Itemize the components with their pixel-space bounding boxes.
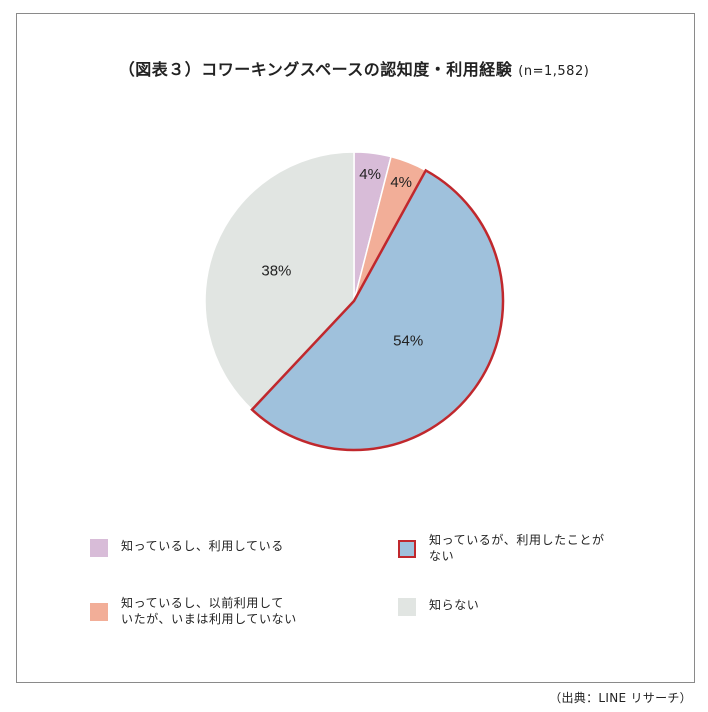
legend-label-using: 知っているし、利用している: [121, 539, 284, 553]
legend-label-known-not-used: 知っているが、利用したことが ない: [429, 533, 605, 563]
chart-frame: [16, 13, 695, 683]
legend-item-unknown: 知らない: [398, 597, 479, 616]
pie-slices: [204, 151, 505, 452]
legend-label-used-before: 知っているし、以前利用して いたが、いまは利用していない: [121, 596, 297, 626]
source-note: （出典：LINE リサーチ）: [549, 691, 692, 705]
pie-value-label-1: 4%: [390, 174, 412, 191]
legend-label-unknown: 知らない: [429, 598, 480, 612]
legend-swatch-known-not-used: [398, 540, 416, 558]
pie-slice-3: [204, 151, 355, 411]
pie-value-label-2: 54%: [393, 332, 423, 349]
pie-value-labels: 4% 4% 54% 38%: [261, 166, 423, 350]
pie-value-label-3: 38%: [261, 262, 291, 279]
chart-title-text: （図表３）コワーキングスペースの認知度・利用経験: [118, 60, 513, 79]
highlight-outline: [250, 168, 505, 452]
legend-item-used-before: 知っているし、以前利用して いたが、いまは利用していない: [90, 595, 297, 627]
legend-swatch-using: [90, 539, 108, 557]
pie-value-label-0: 4%: [359, 166, 381, 183]
sample-size: (n=1,582): [518, 64, 590, 79]
legend-swatch-used-before: [90, 603, 108, 621]
legend-item-using: 知っているし、利用している: [90, 538, 284, 557]
legend-item-known-not-used: 知っているが、利用したことが ない: [398, 532, 605, 564]
legend-swatch-unknown: [398, 598, 416, 616]
chart-title: （図表３）コワーキングスペースの認知度・利用経験 (n=1,582): [0, 56, 708, 80]
